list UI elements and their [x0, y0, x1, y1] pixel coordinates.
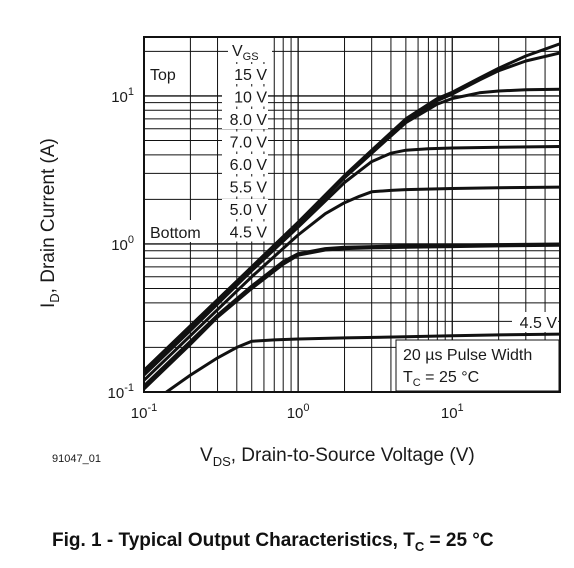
y-axis-label-sub: D — [47, 293, 62, 302]
legend-entry-bg — [222, 64, 268, 84]
legend-entry-bg — [222, 86, 268, 107]
legend-title-sub: GS — [243, 51, 259, 63]
x-tick-label-exp: -1 — [147, 402, 157, 414]
figure-caption-sub: C — [415, 539, 425, 554]
series-line-vgs-4-5-v — [165, 332, 560, 392]
curve-label-bg — [512, 312, 558, 332]
x-tick-label: 101 — [441, 402, 464, 422]
legend-bottom-bg — [148, 220, 212, 242]
legend-title: VGS — [232, 43, 259, 63]
pulse-width-note: 20 µs Pulse Width — [403, 347, 532, 364]
x-tick-label-exp: 1 — [458, 402, 464, 414]
x-tick-label-base: 10 — [131, 405, 148, 422]
legend-title-main: V — [232, 43, 243, 60]
series-line-vgs-5-0-v — [144, 243, 560, 391]
x-axis-label-rest: , Drain-to-Source Voltage (V) — [231, 445, 475, 466]
y-tick-label-exp: -1 — [124, 382, 134, 394]
x-tick-label: 100 — [287, 402, 310, 422]
legend-entry-bg — [222, 221, 268, 242]
legend-entry: 5.5 V — [230, 180, 268, 197]
x-tick-label: 10-1 — [131, 402, 157, 422]
curve-label-4-5v: 4.5 V — [520, 315, 558, 332]
y-tick-label: 100 — [111, 234, 134, 254]
tc-note-sub: C — [413, 377, 421, 389]
y-axis-label: ID, Drain Current (A) — [38, 138, 62, 308]
y-tick-label: 101 — [111, 86, 134, 106]
legend-entry: 8.0 V — [230, 112, 268, 129]
y-tick-label: 10-1 — [108, 382, 134, 402]
y-tick-label-exp: 0 — [128, 234, 134, 246]
x-tick-label-base: 10 — [441, 405, 458, 422]
figure-caption-main: Fig. 1 - Typical Output Characteristics,… — [52, 530, 415, 551]
y-tick-label-exp: 1 — [128, 86, 134, 98]
figure-caption: Fig. 1 - Typical Output Characteristics,… — [52, 530, 494, 554]
plot-frame — [143, 36, 561, 393]
pulse-note-box — [395, 339, 560, 392]
legend-top-label: Top — [150, 67, 176, 84]
legend-entry-bg — [222, 131, 268, 152]
figure-id: 91047_01 — [52, 453, 101, 465]
x-axis-label-sub: DS — [213, 454, 231, 469]
tc-note-rest: = 25 °C — [421, 369, 479, 386]
x-axis-label-prefix: V — [200, 445, 213, 466]
tc-note: TC = 25 °C — [403, 369, 479, 389]
y-axis-label-rest: , Drain Current (A) — [38, 138, 59, 293]
legend-title-bg — [228, 38, 272, 62]
series-line-vgs-6-0-v — [144, 185, 560, 382]
x-tick-label-base: 10 — [287, 405, 304, 422]
series-line-vgs-7-0-v — [144, 145, 560, 377]
x-axis-label: VDS, Drain-to-Source Voltage (V) — [200, 445, 475, 469]
legend-entry-bg — [222, 154, 268, 174]
legend-entry-bg — [222, 176, 268, 197]
legend-entry: 7.0 V — [230, 135, 268, 152]
y-tick-label-base: 10 — [111, 237, 128, 254]
chart-curves — [144, 42, 560, 392]
legend-entry: 4.5 V — [230, 225, 268, 242]
legend-bottom-label: Bottom — [150, 225, 201, 242]
legend-entry: 10 V — [234, 90, 267, 107]
legend-top-bg — [148, 62, 186, 84]
y-tick-label-base: 10 — [111, 89, 128, 106]
series-line-vgs-10-v — [144, 51, 560, 372]
legend-entry: 15 V — [234, 67, 267, 84]
y-tick-label-base: 10 — [108, 385, 125, 402]
legend-entry-bg — [222, 199, 268, 219]
tc-note-main: T — [403, 369, 413, 386]
legend-entries: 15 V 10 V 8.0 V 7.0 V 6.0 V 5.5 V 5.0 V 4.5 V — [222, 64, 268, 242]
legend-entry: 5.0 V — [230, 202, 268, 219]
legend-entry: 6.0 V — [230, 157, 268, 174]
figure-caption-tail: = 25 °C — [424, 530, 494, 551]
legend-entry-bg — [222, 109, 268, 129]
y-axis-label-prefix: I — [38, 303, 59, 308]
x-tick-label-exp: 0 — [303, 402, 309, 414]
